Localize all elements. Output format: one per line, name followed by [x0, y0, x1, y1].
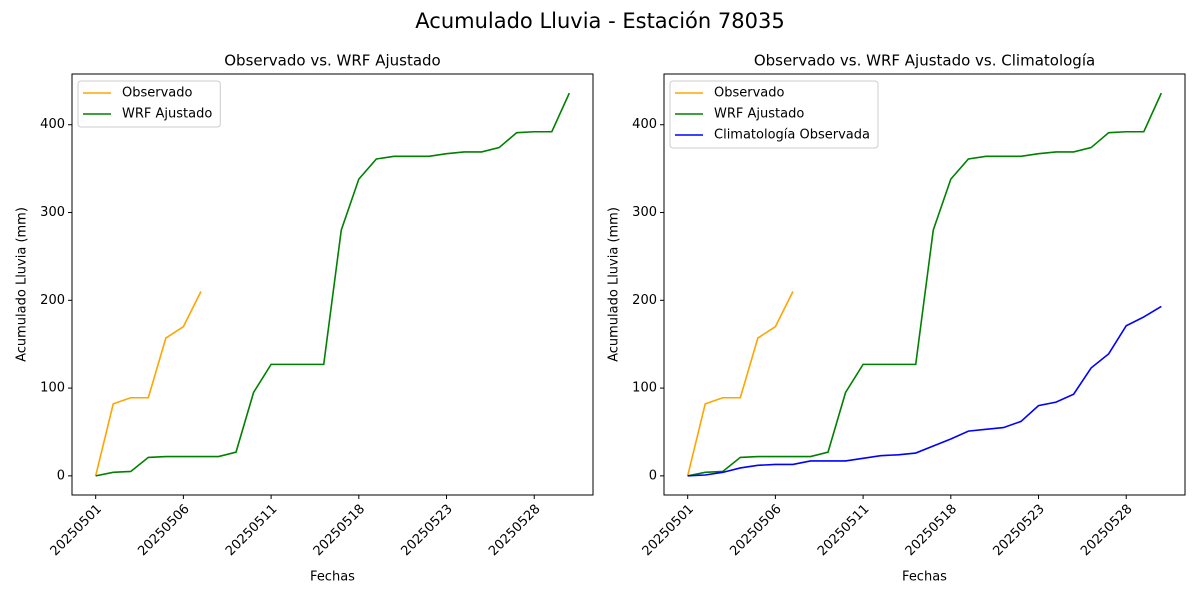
axes-frame — [663, 73, 1186, 496]
series-line — [687, 305, 1162, 477]
legend: Observado WRF Ajustado Climatología Observ… — [669, 80, 879, 149]
y-tick-label: 200 — [632, 293, 657, 308]
series-line — [95, 92, 571, 477]
y-axis-label: Acumulado Lluvia (mm) — [15, 207, 30, 362]
legend-box — [77, 80, 221, 128]
legend-box — [669, 80, 879, 149]
axes-title: Observado vs. WRF Ajustado vs. Climatolo… — [754, 52, 1095, 70]
y-tick-label: 100 — [632, 381, 657, 396]
series-line — [94, 291, 202, 477]
x-tick-label: 20250506 — [727, 502, 784, 559]
axes-frame — [71, 73, 594, 496]
legend-label: WRF Ajustado — [714, 107, 804, 122]
y-tick-label: 100 — [40, 381, 65, 396]
legend: Observado WRF Ajustado — [77, 80, 221, 128]
x-axis-label: Fechas — [902, 570, 947, 585]
x-tick-label: 20250523 — [398, 502, 455, 559]
x-tick-label: 20250511 — [815, 502, 872, 559]
y-tick-label: 0 — [57, 468, 65, 483]
x-tick-label: 20250518 — [903, 502, 960, 559]
y-tick-label: 0 — [649, 468, 657, 483]
figure-title: Acumulado Lluvia - Estación 78035 — [415, 9, 784, 33]
y-axis-label: Acumulado Lluvia (mm) — [607, 207, 622, 362]
series-line — [687, 92, 1163, 477]
x-tick-label: 20250501 — [640, 502, 697, 559]
y-tick-label: 300 — [40, 205, 65, 220]
legend-label: Climatología Observada — [714, 128, 870, 143]
axes-title: Observado vs. WRF Ajustado — [224, 52, 440, 70]
x-tick-label: 20250501 — [48, 502, 105, 559]
x-tick-label: 20250518 — [311, 502, 368, 559]
x-tick-label: 20250506 — [135, 502, 192, 559]
x-tick-label: 20250528 — [1078, 502, 1135, 559]
series-line — [686, 291, 794, 477]
legend-label: Observado — [122, 86, 193, 101]
x-tick-label: 20250528 — [486, 502, 543, 559]
legend-label: Observado — [714, 86, 785, 101]
x-tick-label: 20250523 — [990, 502, 1047, 559]
y-tick-label: 300 — [632, 205, 657, 220]
x-axis-label: Fechas — [310, 570, 355, 585]
y-tick-label: 400 — [632, 117, 657, 132]
legend-label: WRF Ajustado — [122, 107, 212, 122]
y-tick-label: 200 — [40, 293, 65, 308]
y-tick-label: 400 — [40, 117, 65, 132]
x-tick-label: 20250511 — [223, 502, 280, 559]
